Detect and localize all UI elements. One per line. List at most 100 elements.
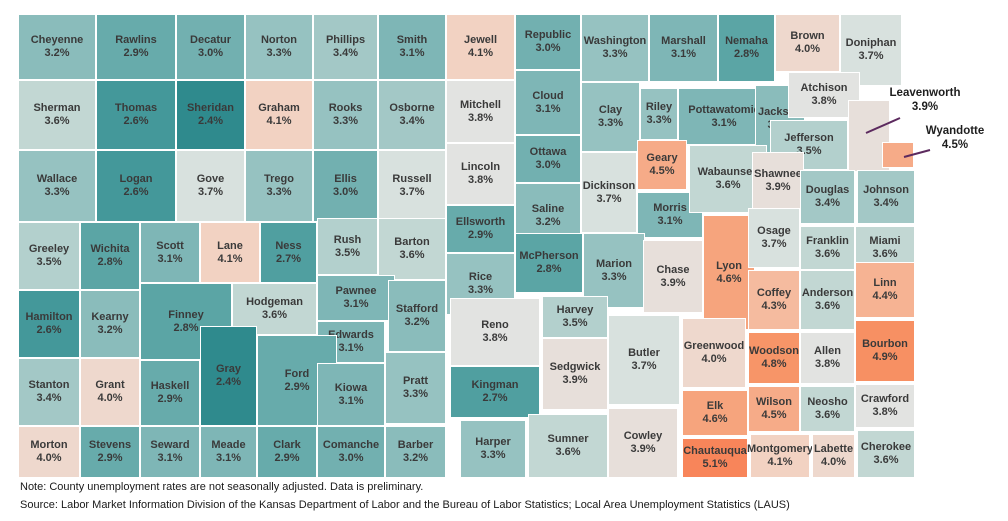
county-name-label: Pratt: [402, 375, 429, 387]
map-note: Note: County unemployment rates are not …: [20, 481, 424, 493]
county-name-label: Wallace: [36, 173, 78, 185]
county-value-label: 3.0%: [535, 159, 561, 171]
county-value-label: 3.8%: [872, 406, 898, 418]
county-name-label: Phillips: [325, 34, 366, 46]
county-name-label: Wilson: [756, 396, 792, 408]
county-value-label: 3.7%: [399, 186, 425, 198]
county-nemaha: Nemaha 2.8%: [718, 14, 775, 82]
county-name-label: Geary: [646, 152, 678, 164]
county-name-label: Cowley: [623, 430, 663, 442]
county-name-label: Kiowa: [334, 381, 368, 394]
county-value-label: 3.1%: [535, 102, 561, 115]
county-name-label: Crawford: [860, 393, 910, 405]
county-name-label: Bourbon: [862, 338, 908, 350]
county-wallace: Wallace 3.3%: [18, 150, 96, 222]
county-name-label: Miami: [869, 235, 901, 247]
county-name-label: Shawnee: [754, 168, 802, 180]
county-ness: Ness 2.7%: [260, 222, 317, 283]
county-name-label: Cheyenne: [30, 34, 84, 46]
county-value-label: 3.8%: [814, 358, 841, 370]
county-name-label: Neosho: [807, 396, 848, 408]
county-name-label: Reno: [481, 319, 509, 331]
county-name-label: Graham: [258, 102, 300, 114]
county-value-label: 3.5%: [334, 246, 361, 259]
county-sumner: Sumner 3.6%: [528, 414, 608, 478]
county-pratt: Pratt 3.3%: [385, 352, 446, 424]
callout-leavenworth: Leavenworth 3.9%: [868, 86, 982, 114]
county-value-label: 4.1%: [217, 252, 243, 265]
county-name-label: Brown: [790, 30, 825, 42]
county-value-label: 5.1%: [702, 458, 728, 470]
callout-name-label: Wyandotte: [925, 125, 985, 137]
county-name-label: Ellis: [334, 173, 357, 185]
county-shawnee: Shawnee 3.9%: [752, 152, 804, 210]
county-clark: Clark 2.9%: [257, 426, 317, 478]
county-value-label: 3.7%: [197, 186, 224, 198]
county-rooks: Rooks 3.3%: [313, 80, 378, 150]
county-name-label: Barber: [397, 439, 434, 451]
county-value-label: 4.0%: [36, 452, 62, 464]
county-value-label: 3.3%: [646, 114, 672, 126]
county-name-label: Mitchell: [460, 98, 501, 111]
county-value-label: 3.6%: [399, 249, 425, 261]
county-value-label: 3.9%: [765, 181, 791, 193]
county-name-label: Lane: [217, 239, 243, 252]
county-sedgwick: Sedgwick 3.9%: [542, 338, 608, 410]
county-value-label: 3.1%: [670, 48, 697, 60]
county-kearny: Kearny 3.2%: [80, 290, 140, 358]
county-name-label: Barton: [394, 236, 430, 248]
county-value-label: 3.3%: [266, 186, 292, 198]
county-name-label: Russell: [392, 173, 432, 185]
county-name-label: Logan: [119, 173, 153, 185]
county-value-label: 4.4%: [872, 290, 898, 302]
county-value-label: 4.0%: [820, 456, 847, 468]
county-smith: Smith 3.1%: [378, 14, 446, 80]
county-value-label: 2.9%: [123, 47, 149, 59]
callout-value-label: 3.9%: [911, 101, 939, 113]
county-greeley: Greeley 3.5%: [18, 222, 80, 290]
county-value-label: 3.2%: [404, 316, 430, 328]
county-comanche: Comanche 3.0%: [317, 426, 385, 478]
county-johnson: Johnson 3.4%: [857, 170, 915, 224]
county-name-label: Harper: [475, 436, 511, 448]
county-name-label: Gove: [196, 173, 225, 185]
county-name-label: Montgomery: [747, 443, 813, 455]
county-value-label: 3.3%: [266, 47, 292, 59]
county-name-label: Gray: [215, 363, 242, 375]
county-marshall: Marshall 3.1%: [649, 14, 718, 82]
county-value-label: 4.1%: [767, 456, 793, 468]
county-name-label: Saline: [531, 202, 565, 215]
county-name-label: Jewell: [463, 34, 498, 46]
county-ottawa: Ottawa 3.0%: [515, 135, 581, 183]
county-butler: Butler 3.7%: [608, 315, 680, 405]
county-grant: Grant 4.0%: [80, 358, 140, 426]
county-name-label: Finney: [168, 308, 204, 321]
county-name-label: Meade: [211, 439, 246, 451]
county-barton: Barton 3.6%: [378, 218, 446, 280]
county-kiowa: Kiowa 3.1%: [317, 363, 385, 426]
county-name-label: Johnson: [863, 184, 909, 196]
county-value-label: 3.0%: [197, 47, 224, 59]
county-name-label: Marion: [595, 257, 633, 270]
county-hamilton: Hamilton 2.6%: [18, 290, 80, 358]
county-value-label: 4.8%: [761, 358, 787, 370]
county-lane: Lane 4.1%: [200, 222, 260, 283]
county-sheridan: Sheridan 2.4%: [176, 80, 245, 150]
county-name-label: Greeley: [28, 243, 70, 255]
county-value-label: 3.5%: [562, 317, 588, 329]
county-value-label: 3.1%: [338, 342, 364, 354]
county-name-label: Osborne: [389, 102, 435, 114]
county-mcpherson: McPherson 2.8%: [515, 233, 583, 293]
county-value-label: 3.2%: [402, 452, 429, 464]
county-value-label: 3.3%: [44, 186, 70, 198]
county-value-label: 3.9%: [660, 276, 686, 289]
county-norton: Norton 3.3%: [245, 14, 313, 80]
county-name-label: Marshall: [661, 35, 706, 47]
callout-value-label: 4.5%: [941, 139, 969, 151]
county-barber: Barber 3.2%: [385, 426, 446, 478]
county-value-label: 3.4%: [814, 197, 841, 209]
county-chase: Chase 3.9%: [643, 240, 703, 313]
county-sherman: Sherman 3.6%: [18, 80, 96, 150]
county-name-label: Hodgeman: [246, 296, 303, 308]
county-name-label: Haskell: [150, 380, 190, 392]
